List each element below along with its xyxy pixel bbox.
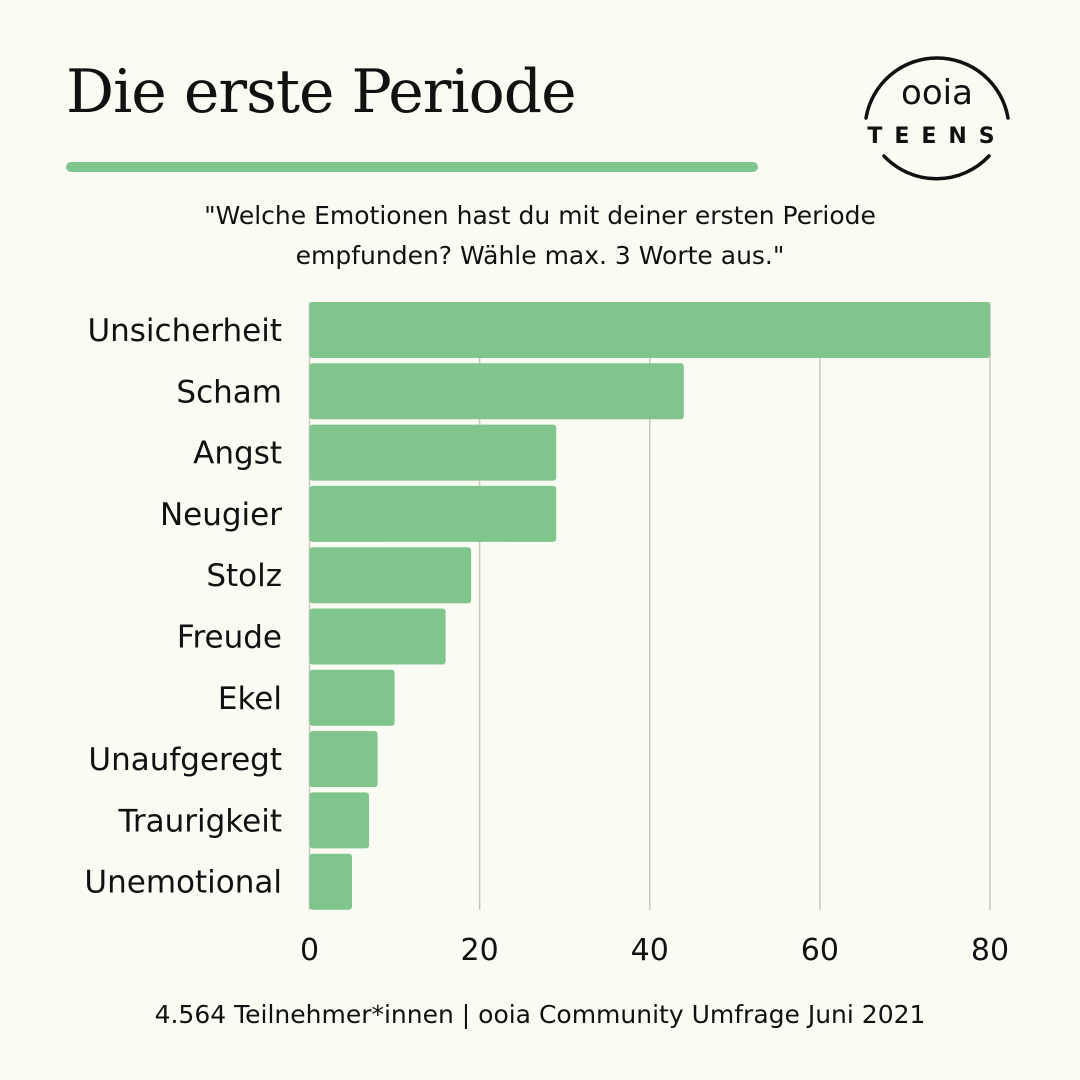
bar (309, 853, 353, 910)
subtitle-line-2: empfunden? Wähle max. 3 Worte aus." (295, 241, 785, 270)
logo-text-bottom: TEENS (867, 124, 1006, 149)
category-label: Unaufgeregt (88, 742, 282, 778)
category-label: Unsicherheit (87, 313, 282, 349)
x-tick-label: 60 (801, 933, 839, 968)
bar (309, 363, 684, 420)
bar (309, 669, 395, 726)
category-label: Ekel (218, 681, 282, 717)
x-tick-label: 0 (300, 933, 319, 968)
category-label: Scham (176, 374, 282, 410)
ooia-teens-logo: ooia TEENS (864, 56, 1010, 181)
bar (309, 608, 446, 665)
x-tick-label: 40 (631, 933, 669, 968)
category-label: Freude (177, 620, 282, 656)
category-label: Angst (193, 436, 282, 472)
page-title: Die erste Periode (66, 57, 577, 127)
logo-arc-top (864, 56, 1010, 120)
logo-arc-bottom (882, 154, 991, 181)
bar (309, 731, 378, 788)
category-label: Unemotional (84, 865, 282, 901)
subtitle-line-1: "Welche Emotionen hast du mit deiner ers… (204, 201, 876, 230)
x-tick-label: 20 (461, 933, 499, 968)
bar (309, 302, 990, 358)
title-underline (66, 162, 758, 172)
category-label: Traurigkeit (118, 803, 283, 839)
bar (309, 485, 557, 542)
bar (309, 424, 557, 481)
chart-subtitle: "Welche Emotionen hast du mit deiner ers… (140, 196, 940, 276)
x-tick-label: 80 (971, 933, 1009, 968)
category-label: Neugier (160, 497, 282, 533)
bar (309, 547, 472, 604)
bar (309, 792, 370, 849)
footer-source: 4.564 Teilnehmer*innen | ooia Community … (154, 1000, 926, 1029)
category-label: Stolz (206, 558, 282, 594)
logo-text-top: ooia (901, 73, 973, 113)
